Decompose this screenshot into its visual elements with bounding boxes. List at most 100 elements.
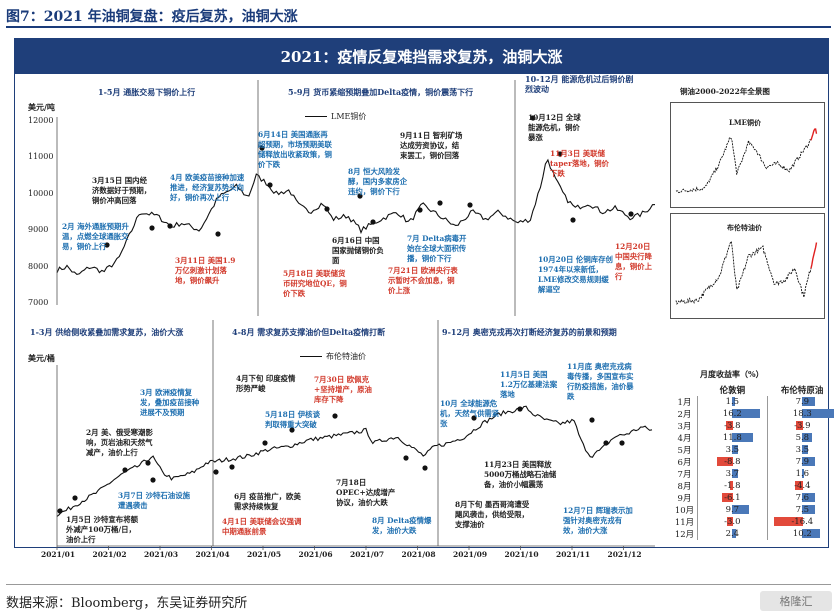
return-cell: 1.5 [696,396,768,408]
return-value: 16.2 [722,409,742,419]
copper-event-marker [267,182,273,188]
return-value: -1.8 [724,481,741,491]
oil-period-1: 1-3月 供给侧收紧叠加需求复苏，油价大涨 [30,327,184,337]
return-bar [731,469,739,478]
copper-annotation: 8月 恒大风险发酵，国内多家房企违约，铜价下行 [348,167,408,196]
return-value: 3.5 [795,445,810,455]
copper-y-tick: 12000 [28,116,54,125]
return-value: 2.4 [725,529,740,539]
mini-oil-2021-highlight [810,242,818,269]
return-bar [801,469,805,478]
return-cell: 3.5 [696,444,768,456]
return-cell: 5.8 [766,432,837,444]
return-bar [731,529,737,538]
return-value: 7.9 [795,397,810,407]
copper-event-marker [167,223,173,229]
copper-event-marker [628,211,634,217]
return-bar [727,517,733,526]
return-value: -3.0 [724,517,741,527]
table-row: 5月 3.5 3.5 [672,444,837,456]
month-label: 3月 [677,422,692,432]
copper-event-marker [104,242,110,248]
copper-y-tick: 7000 [28,298,49,307]
return-cell: 7.9 [766,396,837,408]
return-value: 1.5 [725,397,740,407]
copper-event-marker [215,231,221,237]
oil-annotation: 4月下旬 印度疫情形势严峻 [236,374,296,393]
copper-y-tick: 9000 [28,225,49,235]
oil-annotation: 10月 全球能源危机，天然气供需紧张 [440,399,500,428]
x-tick-label: 2021/01 [41,550,76,559]
oil-unit: 美元/桶 [28,353,55,363]
return-value: -3.9 [794,421,811,431]
oil-annotation: 11月5日 美国1.2万亿基建法案落地 [500,370,558,399]
return-value: -6.1 [724,493,741,503]
return-bar [801,529,820,538]
return-bar [731,397,735,406]
oil-event-marker [122,467,128,473]
return-cell: 2.4 [696,528,768,540]
table-row: 1月 1.5 7.9 [672,396,837,408]
watermark: 格隆汇 [760,591,832,611]
return-value: 11.8 [722,433,742,443]
oil-event-marker [150,477,156,483]
copper-event-marker [570,217,576,223]
table-header-cell: 布伦特原油 [780,386,824,396]
oil-event-marker [289,427,295,433]
table-header-cell: 伦敦铜 [719,386,746,396]
return-cell: -3.8 [696,420,768,432]
month-label: 8月 [677,482,692,492]
return-value: 7.9 [795,457,810,467]
return-cell: 16.2 [696,408,768,420]
copper-annotation: 6月16日 中国国家抛储铜价负面 [332,236,384,265]
copper-event-marker [530,115,536,121]
table-row: 2月 16.2 18.3 [672,408,837,420]
return-bar [774,517,803,526]
table-row: 9月 -6.1 7.6 [672,492,837,504]
return-value: -4.4 [794,481,811,491]
x-tick-label: 2021/12 [607,550,642,559]
oil-annotation: 11月23日 美国释放5000万桶战略石油储备，油价小幅震荡 [484,460,557,489]
month-label: 11月 [674,518,695,528]
oil-event-marker [213,469,219,475]
month-label: 6月 [677,458,692,468]
mini-copper-line [675,136,812,194]
copper-annotation: 12月20日 中国央行降息，铜价上行 [615,242,652,281]
return-cell: 1.6 [766,468,837,480]
return-cell: 7.5 [766,504,837,516]
mini-oil-line [675,240,812,305]
return-bar [796,421,803,430]
x-tick-label: 2021/03 [144,550,179,559]
return-value: -8.8 [724,457,741,467]
title-rule [6,26,831,28]
oil-event-marker [619,440,625,446]
copper-annotation: 9月11日 智利矿场达成劳资协议，结束罢工，铜价回落 [400,131,463,160]
oil-annotation: 6月 疫苗推广，欧美需求持续恢复 [234,492,301,511]
copper-annotation: 4月 欧美疫苗接种加速推进，经济复苏势头向好，铜价再次上行 [170,173,245,202]
x-tick-label: 2021/09 [453,550,488,559]
x-tick-label: 2021/06 [298,550,333,559]
table-row: 6月 -8.8 7.9 [672,456,837,468]
copper-event-marker [437,200,443,206]
monthly-table-title: 月度收益率（%） [700,369,764,379]
month-label: 5月 [677,446,692,456]
return-bar [795,481,803,490]
copper-period-2: 5-9月 货币紧缩预期叠加Delta疫情，铜价震荡下行 [288,87,474,97]
oil-event-marker [422,465,428,471]
return-cell: -8.8 [696,456,768,468]
copper-annotation: 6月14日 美国通胀再超预期，市场预期美联储释放出收紧政策，铜价下跌 [258,130,332,169]
oil-annotation: 1月5日 沙特宣布将额外减产100万桶/日，油价上行 [66,515,138,544]
oil-event-marker [517,406,523,412]
return-bar [726,421,733,430]
oil-event-marker [471,415,477,421]
oil-period-2: 4-8月 需求复苏支撑油价但Delta疫情打断 [232,327,386,337]
mini-copper-2021-highlight [810,128,818,141]
x-tick-label: 2021/05 [247,550,282,559]
return-value: 3.7 [725,469,740,479]
month-label: 1月 [677,398,692,408]
copper-annotation: 7月21日 欧洲央行表示暂时不会加息，铜价上涨 [388,266,458,295]
mini-oil-label: 布伦特油价 [727,223,762,232]
return-cell: 18.3 [766,408,837,420]
source-note: 数据来源：Bloomberg，东吴证券研究所 [6,596,248,611]
x-tick-label: 2021/08 [401,550,436,559]
